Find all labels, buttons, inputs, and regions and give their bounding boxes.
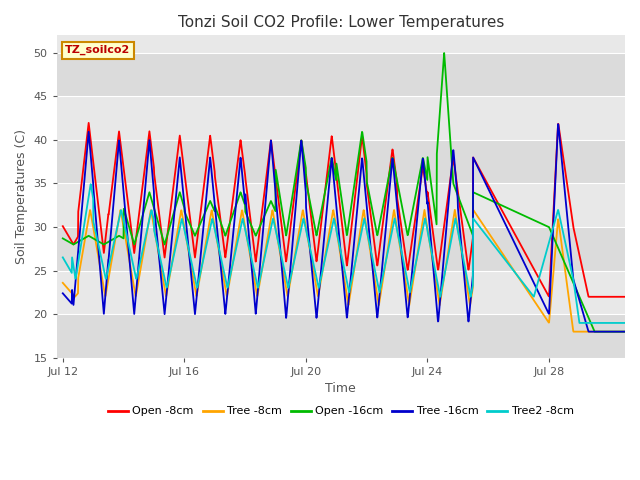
Tree -16cm bbox=[317, 266, 325, 272]
Tree -8cm bbox=[605, 329, 613, 335]
Open -16cm bbox=[440, 50, 448, 56]
Open -8cm bbox=[59, 223, 67, 229]
Bar bbox=[57, 314, 625, 358]
Open -16cm bbox=[59, 236, 67, 241]
Open -16cm bbox=[88, 235, 95, 240]
Open -8cm bbox=[585, 294, 593, 300]
Tree2 -8cm bbox=[88, 187, 95, 193]
Open -16cm bbox=[605, 329, 613, 335]
Tree -8cm bbox=[621, 329, 629, 335]
Open -8cm bbox=[605, 294, 613, 300]
Bar bbox=[57, 140, 625, 183]
Open -8cm bbox=[621, 294, 629, 300]
Tree2 -8cm bbox=[575, 320, 583, 326]
Tree -16cm bbox=[585, 329, 593, 335]
Line: Tree -16cm: Tree -16cm bbox=[63, 124, 625, 332]
Open -8cm bbox=[88, 146, 95, 152]
Open -8cm bbox=[502, 215, 509, 220]
Tree -16cm bbox=[502, 221, 509, 227]
Tree2 -8cm bbox=[605, 320, 613, 326]
Legend: Open -8cm, Tree -8cm, Open -16cm, Tree -16cm, Tree2 -8cm: Open -8cm, Tree -8cm, Open -16cm, Tree -… bbox=[104, 402, 579, 421]
Tree2 -8cm bbox=[59, 254, 67, 260]
Line: Open -8cm: Open -8cm bbox=[63, 123, 625, 297]
X-axis label: Time: Time bbox=[326, 383, 356, 396]
Tree2 -8cm bbox=[333, 228, 340, 234]
Tree -8cm bbox=[502, 255, 509, 261]
Open -8cm bbox=[85, 120, 93, 126]
Line: Tree -8cm: Tree -8cm bbox=[63, 210, 625, 332]
Tree -16cm bbox=[59, 290, 67, 296]
Tree -8cm bbox=[317, 276, 325, 281]
Tree -16cm bbox=[621, 329, 629, 335]
Tree -8cm bbox=[570, 329, 577, 335]
Open -16cm bbox=[502, 204, 509, 210]
Tree2 -8cm bbox=[502, 258, 509, 264]
Line: Tree2 -8cm: Tree2 -8cm bbox=[63, 184, 625, 323]
Tree2 -8cm bbox=[621, 320, 629, 326]
Tree -8cm bbox=[332, 223, 340, 229]
Line: Open -16cm: Open -16cm bbox=[63, 53, 625, 332]
Open -8cm bbox=[333, 173, 340, 179]
Open -16cm bbox=[332, 177, 340, 183]
Tree -16cm bbox=[605, 329, 613, 335]
Open -8cm bbox=[317, 217, 325, 223]
Title: Tonzi Soil CO2 Profile: Lower Temperatures: Tonzi Soil CO2 Profile: Lower Temperatur… bbox=[178, 15, 504, 30]
Open -8cm bbox=[605, 294, 613, 300]
Tree -8cm bbox=[469, 207, 477, 213]
Tree2 -8cm bbox=[87, 181, 95, 187]
Tree -16cm bbox=[554, 121, 562, 127]
Bar bbox=[57, 227, 625, 271]
Tree -8cm bbox=[59, 280, 67, 286]
Tree2 -8cm bbox=[317, 272, 325, 278]
Tree -8cm bbox=[88, 215, 95, 220]
Text: TZ_soilco2: TZ_soilco2 bbox=[65, 45, 131, 55]
Open -16cm bbox=[605, 329, 613, 335]
Tree -16cm bbox=[88, 161, 95, 167]
Tree -16cm bbox=[605, 329, 613, 335]
Open -16cm bbox=[317, 209, 325, 215]
Y-axis label: Soil Temperatures (C): Soil Temperatures (C) bbox=[15, 129, 28, 264]
Open -16cm bbox=[591, 329, 598, 335]
Bar bbox=[57, 53, 625, 96]
Tree -8cm bbox=[605, 329, 613, 335]
Tree -16cm bbox=[332, 202, 340, 207]
Tree2 -8cm bbox=[605, 320, 613, 326]
Open -16cm bbox=[621, 329, 629, 335]
